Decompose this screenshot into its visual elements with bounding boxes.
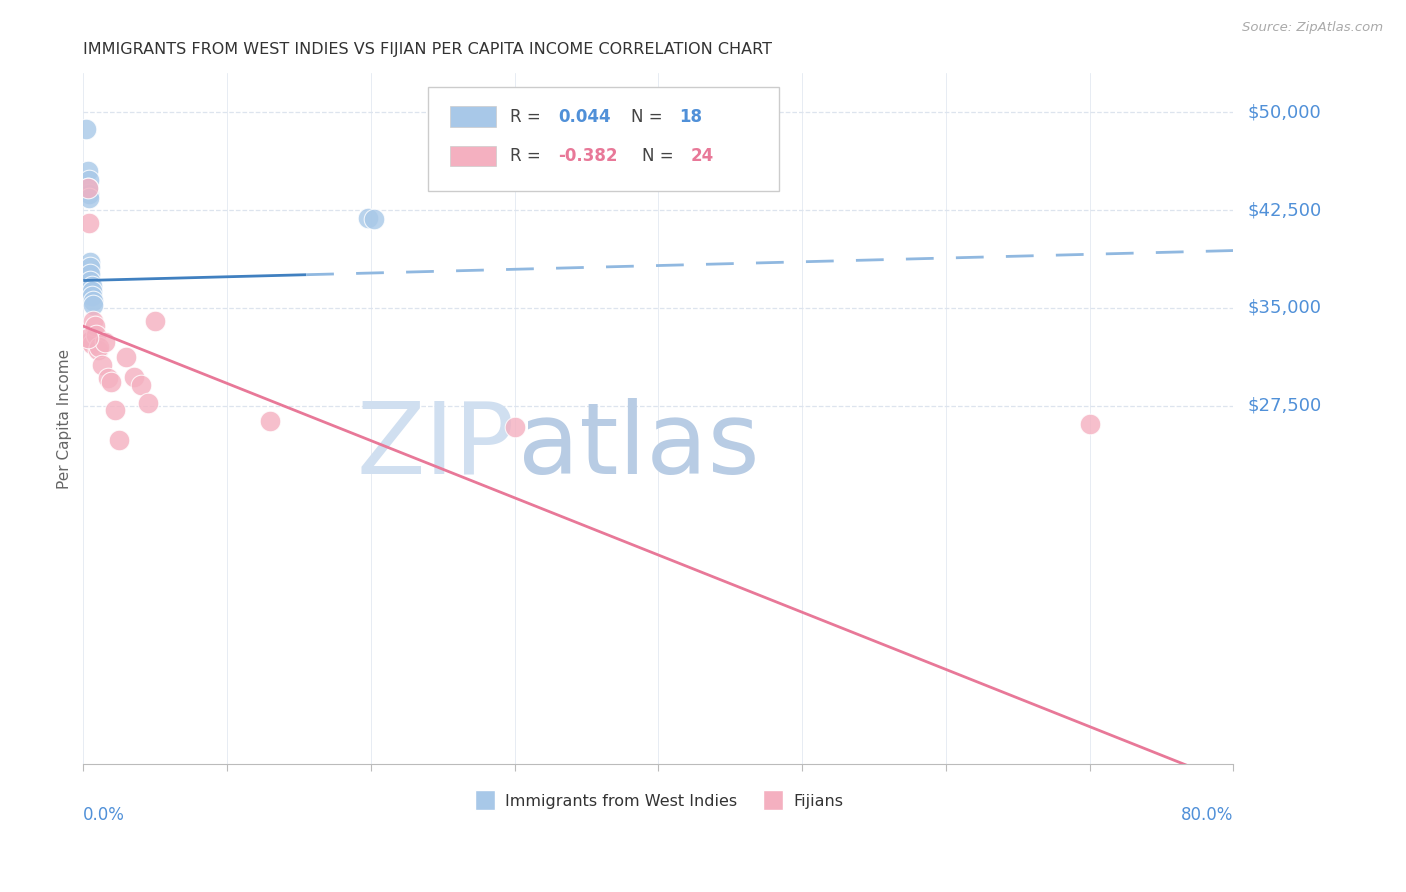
Text: R =: R = xyxy=(510,108,546,126)
Point xyxy=(79,255,101,269)
Text: 18: 18 xyxy=(679,108,702,126)
Text: ZIP: ZIP xyxy=(356,398,515,495)
Point xyxy=(77,216,100,230)
Point xyxy=(77,191,100,205)
Text: 24: 24 xyxy=(690,147,714,165)
Point xyxy=(143,314,166,328)
Point xyxy=(79,260,101,275)
Point xyxy=(91,359,114,373)
Point xyxy=(82,314,104,328)
FancyBboxPatch shape xyxy=(429,87,779,191)
Point xyxy=(75,122,97,136)
Point xyxy=(83,319,105,334)
Point xyxy=(115,351,138,365)
Point xyxy=(80,289,103,303)
Text: $42,500: $42,500 xyxy=(1247,201,1322,219)
Point xyxy=(129,377,152,392)
Text: $50,000: $50,000 xyxy=(1247,103,1320,121)
Point xyxy=(77,187,100,202)
Point xyxy=(363,212,385,227)
Point xyxy=(86,343,108,357)
Point xyxy=(87,340,110,354)
Point xyxy=(82,331,104,345)
Point xyxy=(80,278,103,293)
Y-axis label: Per Capita Income: Per Capita Income xyxy=(58,349,72,489)
Text: 0.044: 0.044 xyxy=(558,108,610,126)
Point xyxy=(94,334,117,349)
Point xyxy=(97,371,120,385)
Point xyxy=(1078,417,1101,431)
Point xyxy=(108,433,131,447)
Text: N =: N = xyxy=(631,108,668,126)
Bar xyxy=(450,145,496,167)
Point xyxy=(82,294,104,309)
Point xyxy=(503,419,526,434)
Point xyxy=(79,267,101,281)
Text: Source: ZipAtlas.com: Source: ZipAtlas.com xyxy=(1243,21,1384,35)
Text: N =: N = xyxy=(643,147,679,165)
Point xyxy=(84,328,107,343)
Point xyxy=(77,173,100,187)
Point xyxy=(136,396,159,410)
Point xyxy=(79,273,101,287)
Point xyxy=(122,370,145,384)
Point xyxy=(104,402,127,417)
Point xyxy=(259,414,281,428)
Point xyxy=(76,181,98,195)
Bar xyxy=(450,106,496,127)
Text: IMMIGRANTS FROM WEST INDIES VS FIJIAN PER CAPITA INCOME CORRELATION CHART: IMMIGRANTS FROM WEST INDIES VS FIJIAN PE… xyxy=(83,42,772,57)
Text: R =: R = xyxy=(510,147,546,165)
Point xyxy=(76,164,98,178)
Text: 0.0%: 0.0% xyxy=(83,805,125,823)
Point xyxy=(76,181,98,195)
Text: $35,000: $35,000 xyxy=(1247,299,1322,317)
Text: atlas: atlas xyxy=(517,398,759,495)
Point xyxy=(79,334,101,348)
Text: -0.382: -0.382 xyxy=(558,147,617,165)
Text: 80.0%: 80.0% xyxy=(1181,805,1233,823)
Legend: Immigrants from West Indies, Fijians: Immigrants from West Indies, Fijians xyxy=(467,788,849,815)
Point xyxy=(100,376,122,390)
Point xyxy=(80,337,103,351)
Text: $27,500: $27,500 xyxy=(1247,397,1322,415)
Point xyxy=(80,284,103,298)
Point xyxy=(82,298,104,312)
Point xyxy=(76,331,98,345)
Point xyxy=(357,211,380,225)
